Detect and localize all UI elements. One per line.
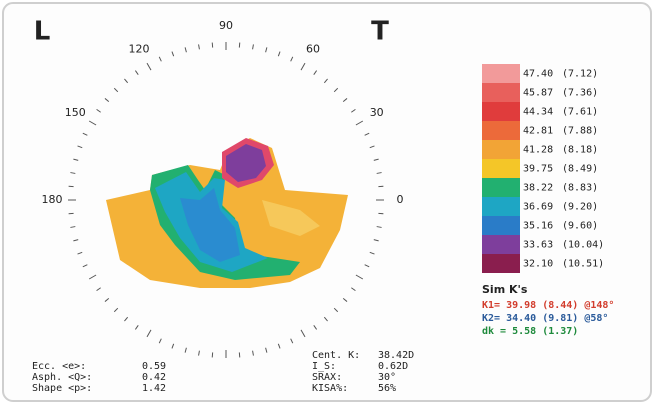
corner-label: T — [371, 17, 389, 47]
scale-radius: (10.51) — [562, 259, 604, 270]
scale-radius: (7.61) — [562, 107, 598, 118]
simk-line: K2= 34.40 (9.81) @58° — [482, 313, 608, 324]
stat-label: KISA%: — [312, 383, 348, 394]
stat-label: Asph. <Q>: — [32, 372, 92, 383]
scale-swatch — [482, 216, 520, 235]
simk-title: Sim K's — [482, 283, 528, 296]
scale-swatch — [482, 178, 520, 197]
simk-line: dk = 5.58 (1.37) — [482, 326, 578, 337]
stat-value: 0.62D — [378, 361, 408, 372]
scale-swatch — [482, 235, 520, 254]
scale-swatch — [482, 83, 520, 102]
stat-label: Cent. K: — [312, 350, 360, 361]
stat-value: 56% — [378, 383, 396, 394]
scale-radius: (8.18) — [562, 145, 598, 156]
scale-value: 41.28 — [523, 145, 553, 156]
scale-radius: (8.49) — [562, 164, 598, 175]
scale-swatch — [482, 140, 520, 159]
scale-radius: (8.83) — [562, 183, 598, 194]
scale-value: 35.16 — [523, 221, 553, 232]
stat-label: I_S: — [312, 361, 336, 372]
stat-value: 0.59 — [142, 361, 166, 372]
angle-label: 60 — [306, 42, 320, 55]
scale-value: 39.75 — [523, 164, 553, 175]
scale-radius: (7.12) — [562, 69, 598, 80]
angle-label: 150 — [65, 106, 86, 119]
scale-radius: (10.04) — [562, 240, 604, 251]
simk-line: K1= 39.98 (8.44) @148° — [482, 300, 614, 311]
scale-swatch — [482, 121, 520, 140]
scale-value: 36.69 — [523, 202, 553, 213]
scale-radius: (9.20) — [562, 202, 598, 213]
scale-swatch — [482, 102, 520, 121]
angle-label: 90 — [219, 19, 233, 32]
scale-radius: (7.88) — [562, 126, 598, 137]
scale-swatch — [482, 159, 520, 178]
scale-swatch — [482, 254, 520, 273]
scale-value: 32.10 — [523, 259, 553, 270]
angle-label: 120 — [129, 42, 150, 55]
stat-label: Ecc. <e>: — [32, 361, 86, 372]
scale-swatch — [482, 197, 520, 216]
angle-label: 30 — [370, 106, 384, 119]
scale-value: 38.22 — [523, 183, 553, 194]
corner-label: L — [34, 17, 51, 47]
scale-swatch — [482, 64, 520, 83]
stat-value: 1.42 — [142, 383, 166, 394]
stat-value: 0.42 — [142, 372, 166, 383]
color-scale: 47.40 (7.12) 45.87 (7.36) 44.34 (7.61) 42.81 (7… — [482, 64, 604, 273]
scale-value: 47.40 — [523, 69, 553, 80]
scale-value: 44.34 — [523, 107, 553, 118]
scale-value: 42.81 — [523, 126, 553, 137]
scale-value: 45.87 — [523, 88, 553, 99]
stat-value: 30° — [378, 372, 396, 383]
stat-label: SRAX: — [312, 372, 342, 383]
stat-value: 38.42D — [378, 350, 414, 361]
angle-label: 0 — [397, 193, 404, 206]
scale-radius: (7.36) — [562, 88, 598, 99]
stat-label: Shape <p>: — [32, 383, 92, 394]
angle-label: 180 — [42, 193, 63, 206]
scale-radius: (9.60) — [562, 221, 598, 232]
scale-value: 33.63 — [523, 240, 553, 251]
